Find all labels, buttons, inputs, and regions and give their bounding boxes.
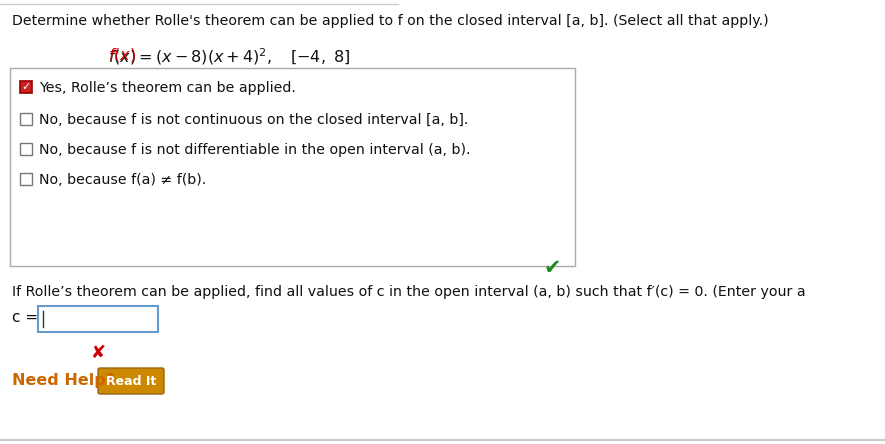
- Text: Need Help?: Need Help?: [12, 373, 115, 388]
- Text: No, because f is not differentiable in the open interval (a, b).: No, because f is not differentiable in t…: [39, 143, 471, 157]
- FancyBboxPatch shape: [10, 68, 575, 266]
- Text: No, because f is not continuous on the closed interval [a, b].: No, because f is not continuous on the c…: [39, 113, 468, 127]
- Text: c =: c =: [12, 310, 38, 325]
- FancyBboxPatch shape: [38, 306, 158, 332]
- Text: ✘: ✘: [90, 344, 105, 362]
- Text: Yes, Rolle’s theorem can be applied.: Yes, Rolle’s theorem can be applied.: [39, 81, 296, 95]
- Text: ✔: ✔: [543, 258, 561, 278]
- Text: Read It: Read It: [106, 374, 156, 388]
- Text: Determine whether Rolle's theorem can be applied to f on the closed interval [a,: Determine whether Rolle's theorem can be…: [12, 14, 769, 28]
- Bar: [20, 113, 32, 125]
- Bar: [20, 173, 32, 185]
- Text: $f(x) = (x-8)(x+4)^2, \quad [-4,\ 8]$: $f(x) = (x-8)(x+4)^2, \quad [-4,\ 8]$: [108, 46, 350, 67]
- Text: ✓: ✓: [21, 82, 31, 92]
- Text: $f(x)$: $f(x)$: [108, 46, 136, 64]
- Bar: [20, 143, 32, 155]
- Text: If Rolle’s theorem can be applied, find all values of c in the open interval (a,: If Rolle’s theorem can be applied, find …: [12, 285, 805, 299]
- Text: No, because f(a) ≠ f(b).: No, because f(a) ≠ f(b).: [39, 173, 206, 187]
- FancyBboxPatch shape: [98, 368, 164, 394]
- Bar: [20, 81, 32, 93]
